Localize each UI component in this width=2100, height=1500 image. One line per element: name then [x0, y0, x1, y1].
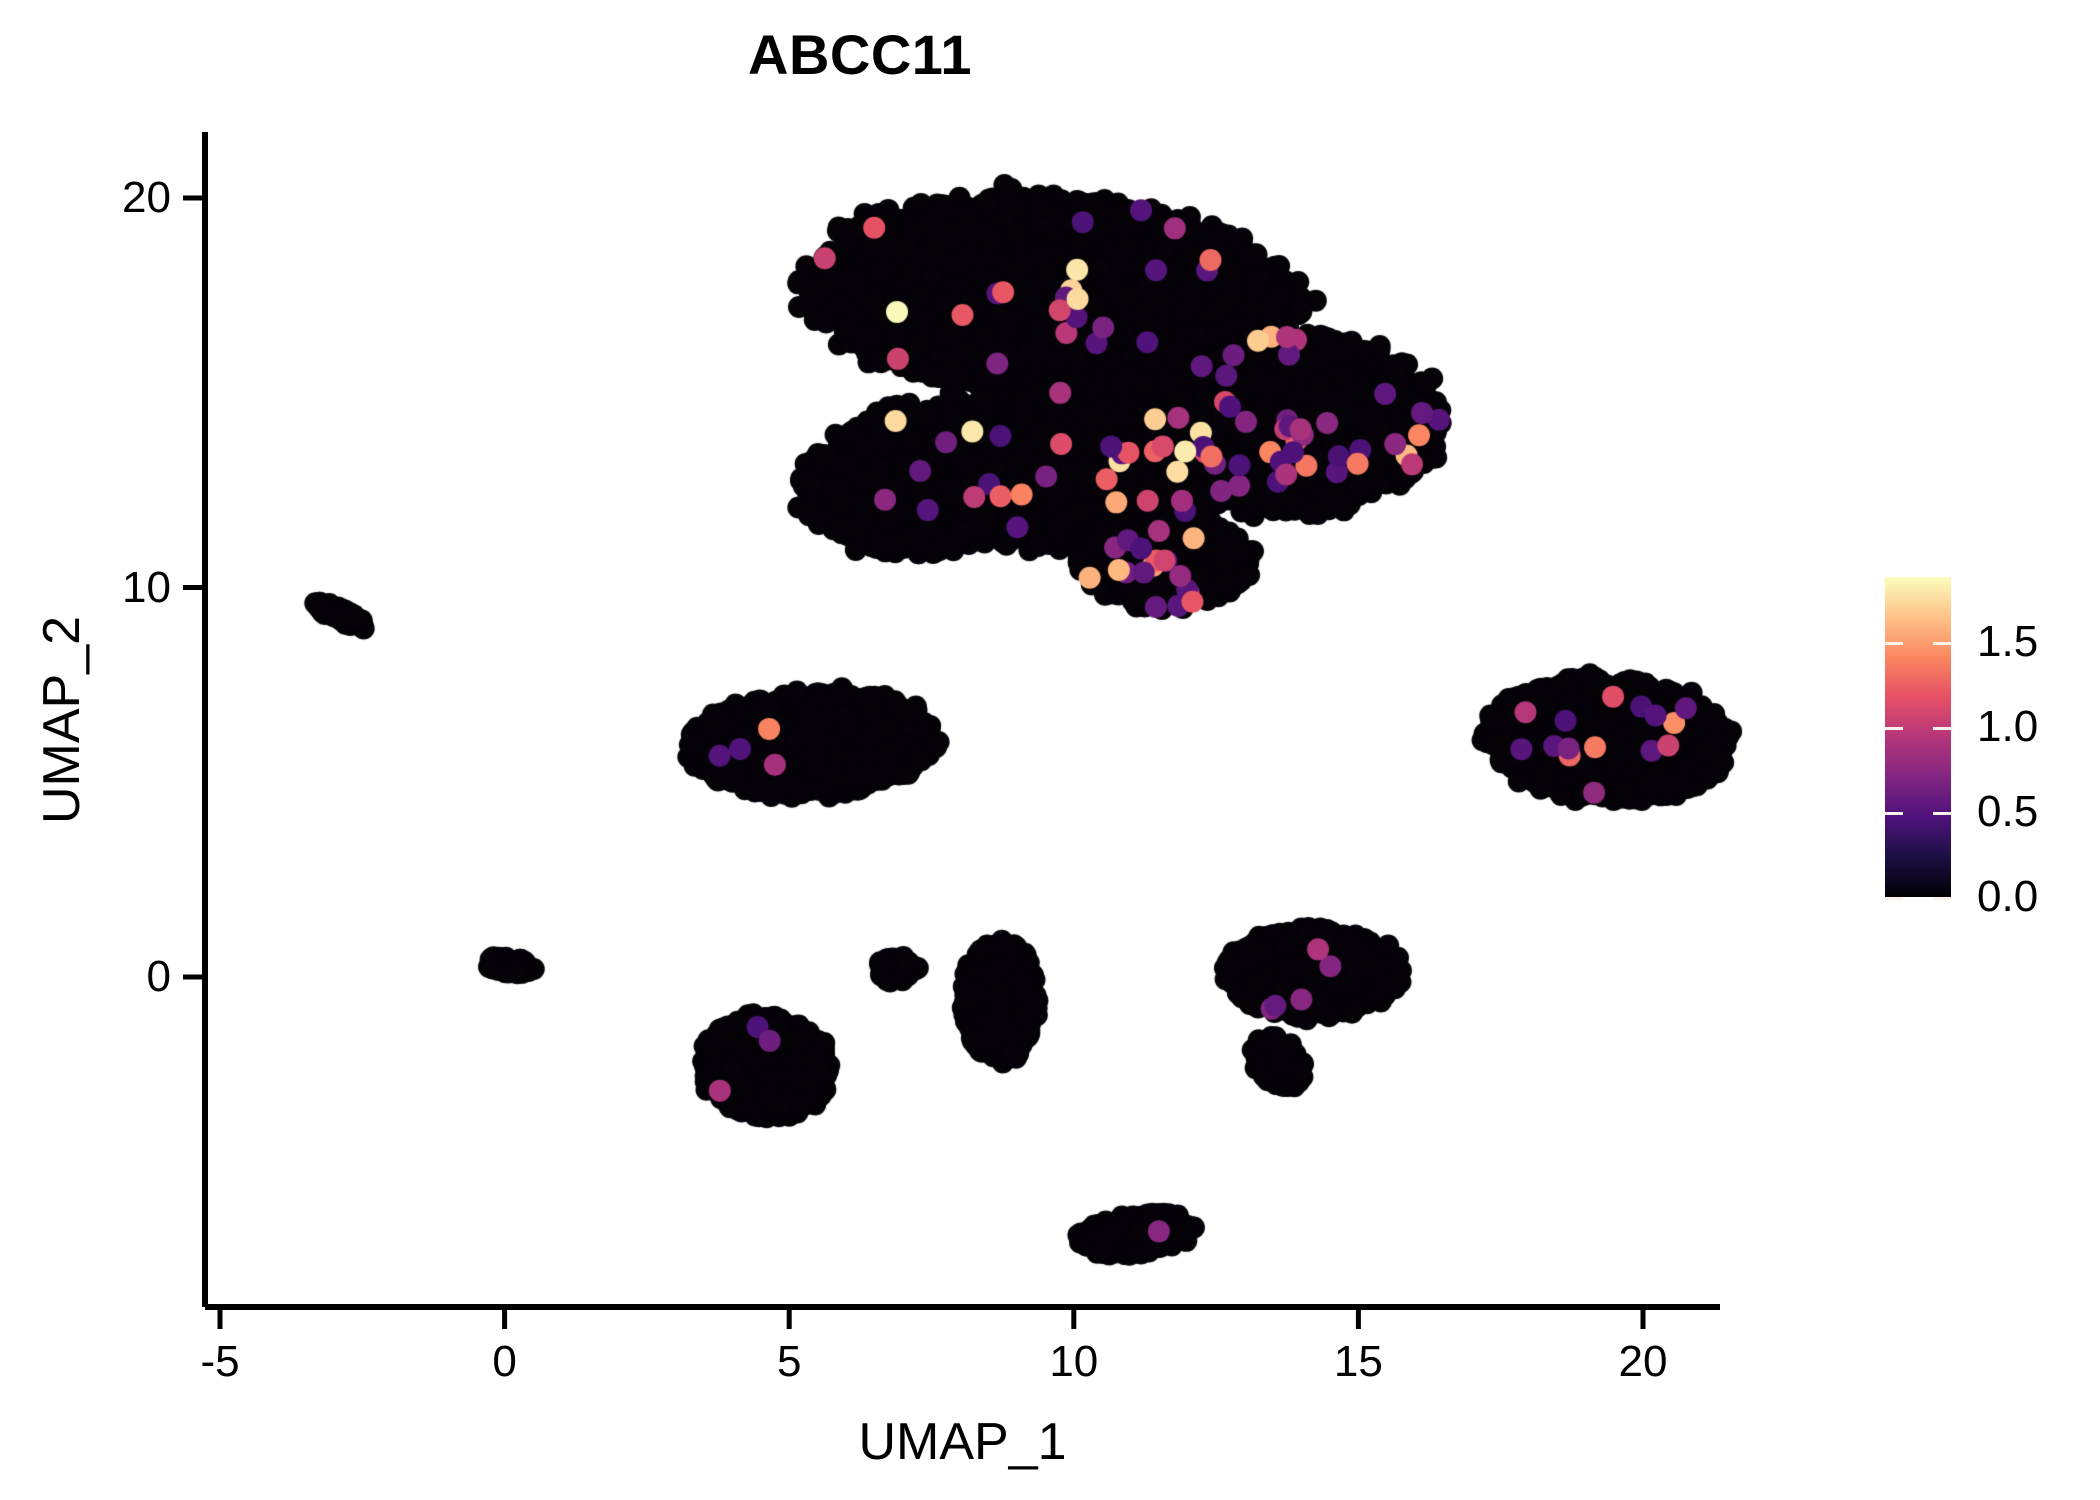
- colorbar-tick-label: 0.5: [1977, 786, 2039, 836]
- x-tick-label: 0: [492, 1337, 517, 1386]
- y-tick-label: 20: [122, 173, 171, 222]
- x-tick-label: -5: [200, 1337, 240, 1386]
- x-tick-label: 20: [1618, 1337, 1668, 1386]
- x-axis-label: UMAP_1: [858, 1413, 1067, 1471]
- colorbar-tick-mark: [1885, 641, 1903, 645]
- y-tick-label: 10: [122, 562, 171, 612]
- y-tick-label: 0: [146, 952, 171, 1001]
- colorbar-tick-mark: [1885, 811, 1903, 815]
- colorbar-tick-label: 1.5: [1977, 616, 2039, 666]
- colorbar-tick-label: 1.0: [1977, 701, 2039, 751]
- colorbar-tick-mark: [1933, 726, 1951, 730]
- x-tick-label: 10: [1049, 1337, 1099, 1386]
- colorbar-gradient: [1885, 577, 1951, 897]
- x-tick-label: 15: [1333, 1337, 1383, 1386]
- colorbar-tick-mark: [1885, 726, 1903, 730]
- colorbar-tick-mark: [1885, 897, 1903, 900]
- colorbar-legend: 0.0 0.5 1.0 1.5: [1885, 577, 2038, 921]
- colorbar-tick-mark: [1933, 897, 1951, 900]
- y-axis-label: UMAP_2: [33, 615, 91, 824]
- colorbar-tick-label: 0.0: [1977, 872, 2039, 921]
- colorbar-tick-mark: [1933, 641, 1951, 645]
- colorbar-tick-mark: [1933, 811, 1951, 815]
- x-tick-label: 5: [776, 1337, 802, 1386]
